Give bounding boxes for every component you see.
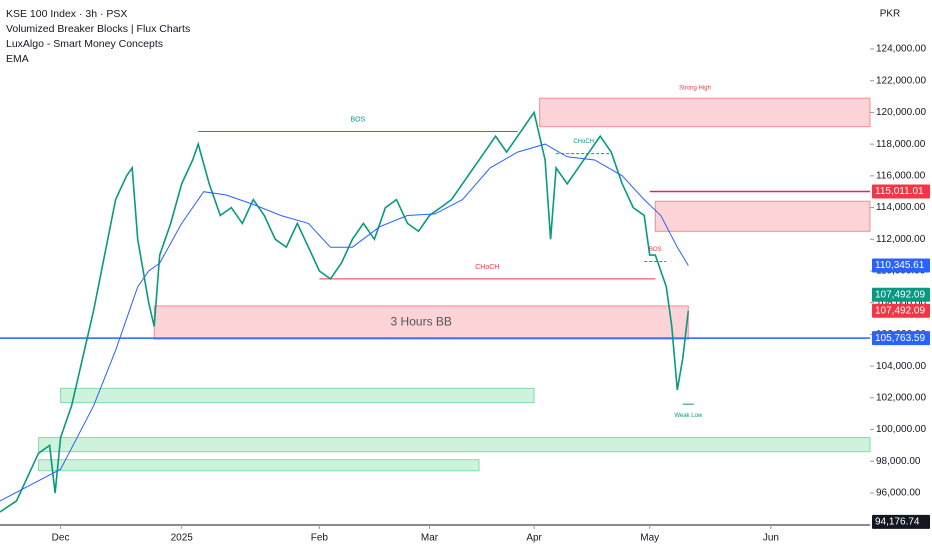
y-tick-label: 122,000.00 bbox=[876, 75, 926, 86]
y-tick-label: 124,000.00 bbox=[876, 44, 926, 55]
price-badge bbox=[872, 258, 930, 273]
price-badge-label: 94,176.74 bbox=[875, 517, 920, 528]
level-label: BOS bbox=[351, 116, 366, 123]
header-line: EMA bbox=[6, 53, 29, 65]
x-tick-label: Jun bbox=[763, 533, 779, 544]
header-line: KSE 100 Index · 3h · PSX bbox=[6, 8, 127, 20]
price-badge-label: 105,763.59 bbox=[875, 333, 925, 344]
price-line bbox=[0, 110, 690, 513]
y-tick-label: 114,000.00 bbox=[876, 202, 926, 213]
level-label: CHoCH bbox=[573, 139, 594, 145]
y-tick-label: 118,000.00 bbox=[876, 139, 926, 150]
y-tick-label: 104,000.00 bbox=[876, 361, 926, 372]
x-tick-label: Feb bbox=[311, 533, 329, 544]
zone bbox=[153, 305, 689, 340]
y-tick-label: 96,000.00 bbox=[876, 488, 921, 499]
zone bbox=[38, 459, 480, 472]
x-tick-label: 2025 bbox=[171, 533, 194, 544]
level-label: BOS bbox=[649, 247, 662, 253]
price-badge-label: 107,492.09 bbox=[875, 305, 925, 316]
price-badge bbox=[872, 331, 930, 346]
zone bbox=[60, 387, 535, 404]
x-tick-label: Mar bbox=[421, 533, 439, 544]
price-badge bbox=[872, 514, 930, 529]
y-tick-label: 98,000.00 bbox=[876, 456, 921, 467]
header-line: Volumized Breaker Blocks | Flux Charts bbox=[6, 23, 190, 35]
y-tick-label: 102,000.00 bbox=[876, 392, 926, 403]
x-tick-label: Dec bbox=[52, 533, 70, 544]
price-badge bbox=[872, 184, 930, 199]
zone-label: 3 Hours BB bbox=[391, 315, 452, 329]
zone bbox=[654, 200, 871, 232]
price-badge-label: 107,492.09 bbox=[875, 289, 925, 300]
x-tick-label: May bbox=[640, 533, 659, 544]
level-label: Weak Low bbox=[674, 413, 703, 419]
price-line bbox=[0, 143, 689, 502]
price-badge bbox=[872, 287, 930, 302]
price-badge bbox=[872, 303, 930, 318]
x-tick-label: Apr bbox=[526, 533, 542, 544]
zone bbox=[38, 436, 871, 453]
header-line: LuxAlgo - Smart Money Concepts bbox=[6, 38, 163, 50]
level-label: CHoCH bbox=[475, 264, 499, 271]
zone-label: Strong High bbox=[679, 86, 711, 92]
y-tick-label: 116,000.00 bbox=[876, 170, 926, 181]
zone bbox=[539, 97, 871, 128]
y-tick-label: 120,000.00 bbox=[876, 107, 926, 118]
y-tick-label: 112,000.00 bbox=[876, 234, 926, 245]
y-tick-label: 108,000.00 bbox=[876, 297, 926, 308]
currency: PKR bbox=[880, 9, 901, 20]
price-badge-label: 115,011.01 bbox=[875, 186, 924, 197]
price-badge-label: 110,345.61 bbox=[875, 260, 925, 271]
y-tick-label: 100,000.00 bbox=[876, 424, 926, 435]
